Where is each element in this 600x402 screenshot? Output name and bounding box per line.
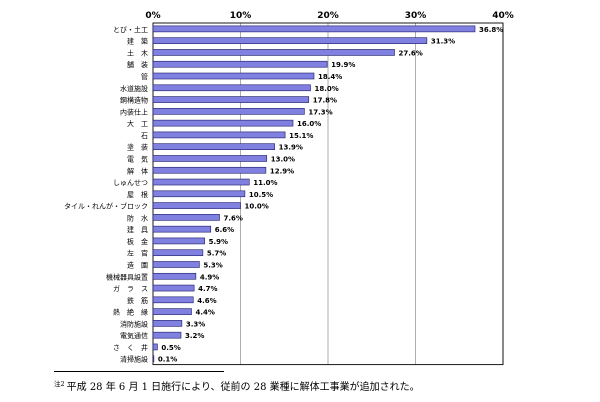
bar [152,155,268,162]
category-label: 建 築 [127,37,148,46]
bar [152,249,204,257]
bar [152,261,200,268]
bar-chart: 0% 10% 20% 30% 40% とび・土工 36.8% 建 築 31.3% 土 木 27.6%… [64,11,514,366]
category-label: 大 工 [127,119,148,128]
category-label: 鉄 筋 [127,296,148,305]
bar [152,355,155,363]
bar [152,320,183,327]
bar [152,284,195,292]
category-label: 電気通信 [120,331,148,340]
bar [152,131,286,139]
category-label: 屋 根 [127,190,148,199]
footnote-marker: 注2 [54,380,65,388]
value-label: 3.3% [186,320,205,328]
category-label: とび・土工 [113,25,148,34]
value-label: 36.8% [479,26,503,34]
category-label: 内装仕上 [120,107,148,116]
category-label: 建 具 [127,225,148,234]
bar [152,119,294,127]
value-label: 5.7% [207,250,226,258]
bar [152,25,476,33]
value-label: 10.0% [245,203,269,211]
value-label: 6.6% [215,226,234,234]
bar [152,308,192,315]
value-label: 4.4% [196,309,215,317]
category-label: 造 園 [127,260,148,269]
x-tick-label: 0% [145,11,160,21]
value-label: 0.5% [161,344,180,352]
category-label: さ く 井 [113,343,148,352]
category-label: 解 体 [127,166,148,175]
category-label: 塗 装 [127,143,148,152]
bar [152,272,197,280]
x-tick-label: 30% [405,11,427,21]
value-label: 17.8% [313,97,337,105]
bar [152,202,241,209]
value-label: 5.9% [209,238,228,246]
value-label: 11.0% [253,179,277,187]
value-label: 18.4% [318,73,342,81]
value-label: 18.0% [315,85,339,93]
bar [152,108,305,115]
bar [152,72,315,80]
value-label: 13.9% [279,144,303,152]
bar [152,37,428,44]
category-label: ガ ラ ス [113,284,148,293]
category-label: 板 金 [127,237,148,246]
bar [152,49,395,56]
value-label: 27.6% [399,49,423,57]
category-label: 熱 絶 縁 [113,308,148,317]
category-label: しゅんせつ [113,179,148,187]
value-label: 5.3% [203,261,222,269]
bar [152,237,205,245]
category-label: タイル・れんが・ブロック [64,202,148,211]
value-label: 15.1% [289,132,313,140]
category-label: 電 気 [127,154,148,163]
value-label: 7.6% [224,214,243,222]
bar [152,60,328,68]
x-tick-label: 10% [230,11,252,21]
value-label: 12.9% [270,167,294,175]
value-label: 4.9% [200,273,219,281]
bar [152,143,275,150]
category-label: 清掃施設 [120,355,148,364]
category-label: 管 [141,72,148,81]
category-label: 機械器具設置 [106,272,148,281]
bar [152,96,310,103]
category-label: 水道施設 [120,84,148,93]
category-label: 石 [141,132,148,140]
bar [152,225,212,233]
category-label: 舗 装 [127,60,148,69]
bar [152,84,311,92]
x-tick-label: 40% [492,11,514,21]
value-label: 4.7% [198,285,217,293]
value-label: 17.3% [308,108,332,116]
category-label: 消防施設 [120,319,148,328]
bar [152,331,182,339]
value-label: 19.9% [331,61,355,69]
bar [152,190,246,198]
x-tick-label: 20% [317,11,339,21]
bar [152,343,158,351]
bar [152,214,220,221]
category-label: 防 水 [127,213,148,222]
footnote-text: 平成 28 年 6 月 1 日施行により、従前の 28 業種に解体工事業が追加さ… [66,382,420,393]
bar [152,296,194,304]
bar [152,166,267,174]
bar [152,178,250,186]
value-label: 10.5% [249,191,273,199]
value-label: 4.6% [197,297,216,305]
category-label: 土 木 [127,48,148,57]
value-label: 13.0% [271,155,295,163]
footnote-divider [54,371,224,372]
category-label: 鋼構造物 [120,96,148,105]
value-label: 0.1% [158,356,177,364]
footnote: 注2 平成 28 年 6 月 1 日施行により、従前の 28 業種に解体工事業が追… [54,378,420,393]
category-label: 左 官 [127,249,148,258]
value-label: 3.2% [185,332,204,340]
value-label: 31.3% [431,38,455,46]
value-label: 16.0% [297,120,321,128]
